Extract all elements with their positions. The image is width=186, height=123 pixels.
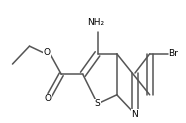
Text: N: N [132,109,138,119]
Text: NH₂: NH₂ [87,18,104,27]
Text: Br: Br [169,49,178,58]
Text: S: S [95,99,100,108]
Text: O: O [44,48,51,57]
Text: O: O [45,94,52,103]
